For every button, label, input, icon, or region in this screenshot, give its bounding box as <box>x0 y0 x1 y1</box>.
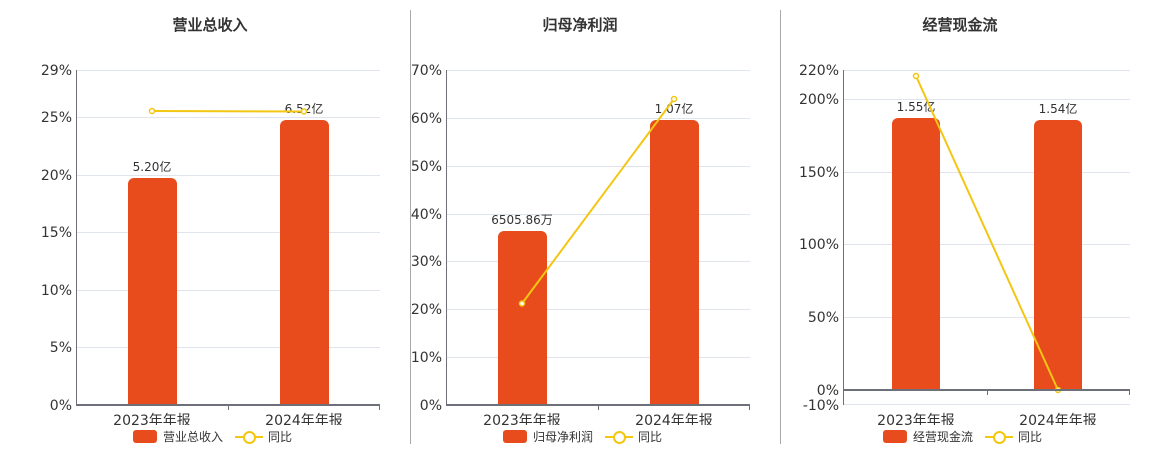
bar-2024 <box>280 120 329 405</box>
x-axis-labels: 2023年年报 2024年年报 <box>113 413 343 425</box>
x-axis-labels: 2023年年报 2024年年报 <box>877 413 1097 425</box>
legend-bar-label[interactable]: 经营现金流 <box>913 430 974 444</box>
svg-text:40%: 40% <box>411 207 442 223</box>
yoy-line <box>148 107 308 115</box>
legend-bar-label[interactable]: 营业总收入 <box>163 430 224 444</box>
svg-text:2023年年报: 2023年年报 <box>483 413 561 425</box>
svg-text:50%: 50% <box>808 310 839 326</box>
axes <box>76 70 380 410</box>
chart-title: 归母净利润 <box>542 16 618 34</box>
svg-text:5%: 5% <box>50 340 72 356</box>
legend-line-label[interactable]: 同比 <box>1018 430 1043 444</box>
svg-text:200%: 200% <box>799 92 839 108</box>
svg-text:1.54亿: 1.54亿 <box>1039 101 1078 116</box>
chart-legend: 营业总收入 同比 <box>133 428 292 445</box>
grid-lines <box>447 70 750 358</box>
svg-text:6505.86万: 6505.86万 <box>491 213 553 227</box>
y-axis-labels: 70% 60% 50% 40% 30% 20% 10% 0% <box>411 63 442 414</box>
svg-text:30%: 30% <box>411 254 442 270</box>
bar-2023 <box>128 178 177 405</box>
chart-plot: 70% 60% 50% 40% 30% 20% 10% 0% 6505.86万 … <box>411 63 750 425</box>
legend-line-label[interactable]: 同比 <box>638 430 663 444</box>
svg-text:2023年年报: 2023年年报 <box>113 413 191 425</box>
svg-text:20%: 20% <box>41 168 72 184</box>
legend-bar-swatch[interactable] <box>503 430 527 443</box>
svg-text:10%: 10% <box>411 350 442 366</box>
svg-text:25%: 25% <box>41 110 72 126</box>
svg-text:150%: 150% <box>799 165 839 181</box>
bar-2024 <box>650 120 699 405</box>
svg-text:29%: 29% <box>41 63 72 79</box>
svg-text:70%: 70% <box>411 63 442 79</box>
svg-text:2024年年报: 2024年年报 <box>635 413 713 425</box>
bars <box>498 120 699 405</box>
svg-text:0%: 0% <box>420 398 442 414</box>
panel-divider <box>780 10 781 444</box>
chart-plot: 29% 25% 20% 15% 10% 5% 0% 5.20亿 6.52亿 <box>41 63 380 425</box>
svg-text:1.55亿: 1.55亿 <box>897 99 936 114</box>
y-axis-labels: 29% 25% 20% 15% 10% 5% 0% <box>41 63 72 414</box>
legend-line-circle-icon[interactable] <box>985 430 1014 444</box>
legend-bar-label[interactable]: 归母净利润 <box>533 430 594 444</box>
bars <box>128 120 329 405</box>
svg-text:100%: 100% <box>799 237 839 253</box>
svg-text:2024年年报: 2024年年报 <box>1019 413 1097 425</box>
y-axis-labels: 220% 200% 150% 100% 50% 0% -10% <box>799 63 839 414</box>
chart-panel-net-profit: 归母净利润 70% 60% 50% 40% 30% 20% 10% 0% 650… <box>411 16 750 445</box>
axes <box>446 70 750 410</box>
svg-text:2023年年报: 2023年年报 <box>877 413 955 425</box>
svg-text:20%: 20% <box>411 302 442 318</box>
chart-legend: 归母净利润 同比 <box>503 428 662 445</box>
bar-2024 <box>1034 120 1082 390</box>
panel-divider <box>410 10 411 444</box>
grid-lines <box>77 70 380 348</box>
svg-text:-10%: -10% <box>803 398 839 414</box>
legend-line-circle-icon[interactable] <box>235 430 264 444</box>
x-axis-labels: 2023年年报 2024年年报 <box>483 413 713 425</box>
svg-text:5.20亿: 5.20亿 <box>133 159 172 174</box>
chart-panel-revenue: 营业总收入 29% 25% 20% 15% 10% 5% 0% 5.20亿 6.… <box>0 0 400 450</box>
bar-2023 <box>892 118 940 390</box>
legend-line-circle-icon[interactable] <box>605 430 634 444</box>
yoy-line <box>518 95 678 307</box>
legend-bar-swatch[interactable] <box>883 430 907 443</box>
chart-title: 营业总收入 <box>172 16 248 34</box>
bar-2023 <box>498 231 547 405</box>
svg-text:50%: 50% <box>411 159 442 175</box>
legend-bar-swatch[interactable] <box>133 430 157 443</box>
legend-line-label[interactable]: 同比 <box>268 430 293 444</box>
grid-lines <box>844 70 1130 405</box>
chart-plot: 220% 200% 150% 100% 50% 0% -10% 1.55亿 1.… <box>799 63 1130 425</box>
svg-text:0%: 0% <box>817 383 839 399</box>
svg-text:2024年年报: 2024年年报 <box>265 413 343 425</box>
chart-title: 经营现金流 <box>922 16 998 34</box>
svg-text:0%: 0% <box>50 398 72 414</box>
chart-legend: 经营现金流 同比 <box>883 428 1042 445</box>
bar-labels: 1.55亿 1.54亿 <box>897 99 1078 116</box>
svg-text:15%: 15% <box>41 225 72 241</box>
svg-text:60%: 60% <box>411 111 442 127</box>
svg-text:10%: 10% <box>41 283 72 299</box>
bars <box>892 118 1082 390</box>
svg-text:220%: 220% <box>799 63 839 79</box>
axes <box>843 70 1130 405</box>
